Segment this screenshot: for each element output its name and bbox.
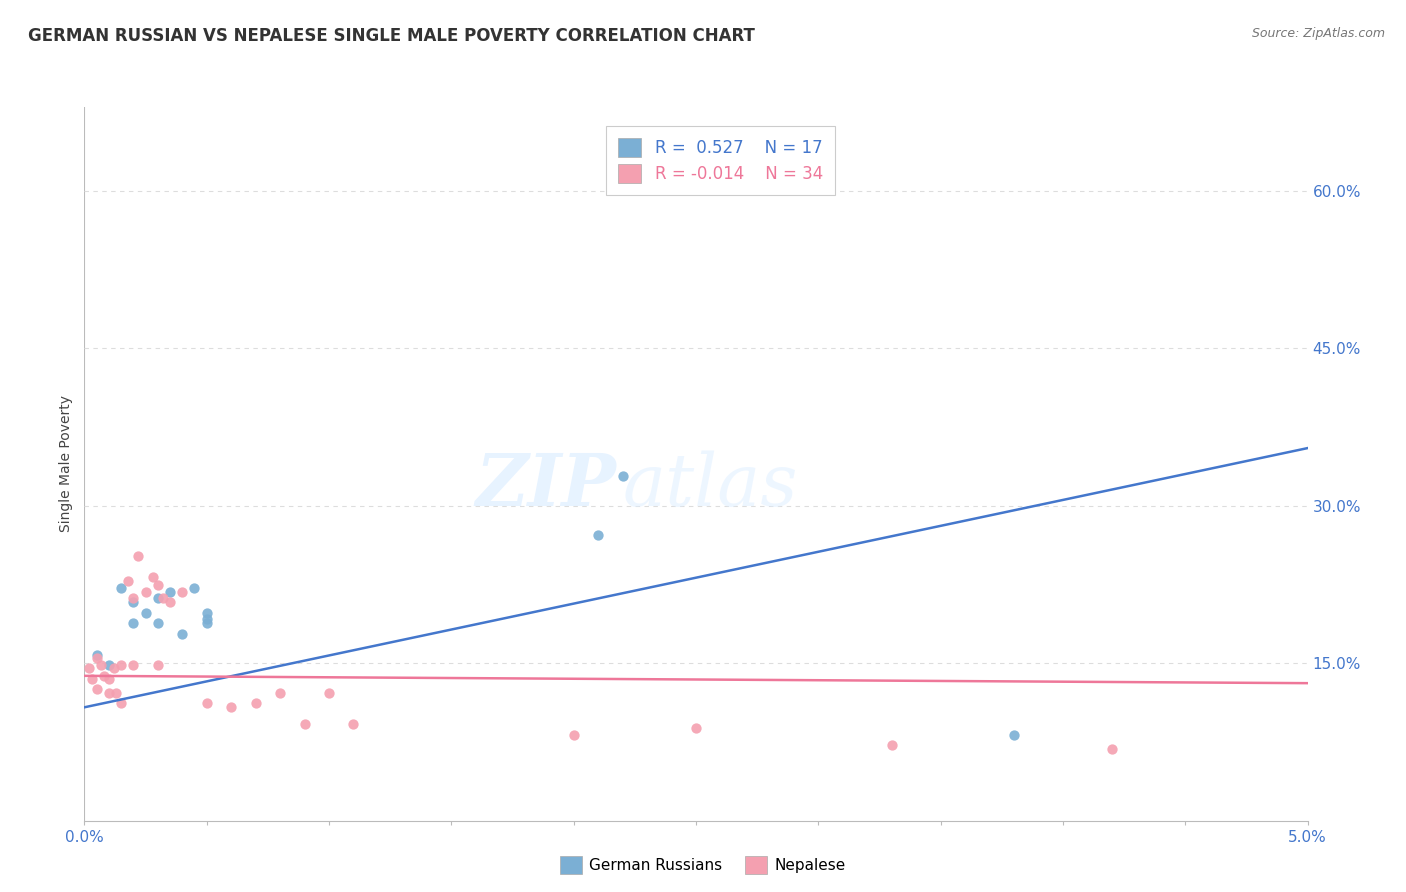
Point bbox=[219, 700, 242, 714]
Point bbox=[86, 651, 108, 665]
Point bbox=[195, 696, 218, 710]
Point bbox=[685, 721, 707, 735]
Point bbox=[146, 591, 169, 606]
Point bbox=[142, 570, 165, 584]
Point bbox=[103, 661, 125, 675]
Point bbox=[195, 616, 218, 631]
Point bbox=[122, 616, 145, 631]
Point bbox=[146, 577, 169, 591]
Text: GERMAN RUSSIAN VS NEPALESE SINGLE MALE POVERTY CORRELATION CHART: GERMAN RUSSIAN VS NEPALESE SINGLE MALE P… bbox=[28, 27, 755, 45]
Point bbox=[195, 612, 218, 626]
Legend: R =  0.527    N = 17, R = -0.014    N = 34: R = 0.527 N = 17, R = -0.014 N = 34 bbox=[606, 126, 835, 194]
Point bbox=[97, 658, 120, 673]
Point bbox=[245, 696, 267, 710]
Point bbox=[612, 469, 634, 483]
Point bbox=[86, 682, 108, 697]
Point bbox=[77, 661, 100, 675]
Point bbox=[269, 685, 291, 699]
Point bbox=[880, 738, 903, 752]
Text: ZIP: ZIP bbox=[475, 450, 616, 521]
Point bbox=[152, 591, 174, 606]
Point bbox=[97, 685, 120, 699]
Point bbox=[586, 528, 609, 542]
Point bbox=[146, 658, 169, 673]
Point bbox=[80, 672, 103, 686]
Point bbox=[172, 585, 194, 599]
Point bbox=[318, 685, 340, 699]
Point bbox=[90, 658, 112, 673]
Point bbox=[159, 585, 181, 599]
Point bbox=[105, 685, 128, 699]
Point bbox=[93, 669, 115, 683]
Point bbox=[110, 658, 132, 673]
Point bbox=[86, 648, 108, 662]
Point bbox=[172, 627, 194, 641]
Point bbox=[146, 616, 169, 631]
Point bbox=[122, 591, 145, 606]
Text: atlas: atlas bbox=[623, 450, 799, 521]
Point bbox=[110, 696, 132, 710]
Point bbox=[122, 595, 145, 609]
Point bbox=[562, 728, 585, 742]
Point bbox=[117, 574, 139, 589]
Legend: German Russians, Nepalese: German Russians, Nepalese bbox=[554, 850, 852, 880]
Point bbox=[1101, 742, 1123, 756]
Y-axis label: Single Male Poverty: Single Male Poverty bbox=[59, 395, 73, 533]
Point bbox=[342, 717, 364, 731]
Point bbox=[195, 606, 218, 620]
Point bbox=[135, 606, 157, 620]
Point bbox=[97, 672, 120, 686]
Point bbox=[183, 581, 205, 595]
Text: Source: ZipAtlas.com: Source: ZipAtlas.com bbox=[1251, 27, 1385, 40]
Point bbox=[122, 658, 145, 673]
Point bbox=[127, 549, 149, 564]
Point bbox=[1002, 728, 1025, 742]
Point bbox=[159, 595, 181, 609]
Point bbox=[110, 581, 132, 595]
Point bbox=[294, 717, 316, 731]
Point bbox=[135, 585, 157, 599]
